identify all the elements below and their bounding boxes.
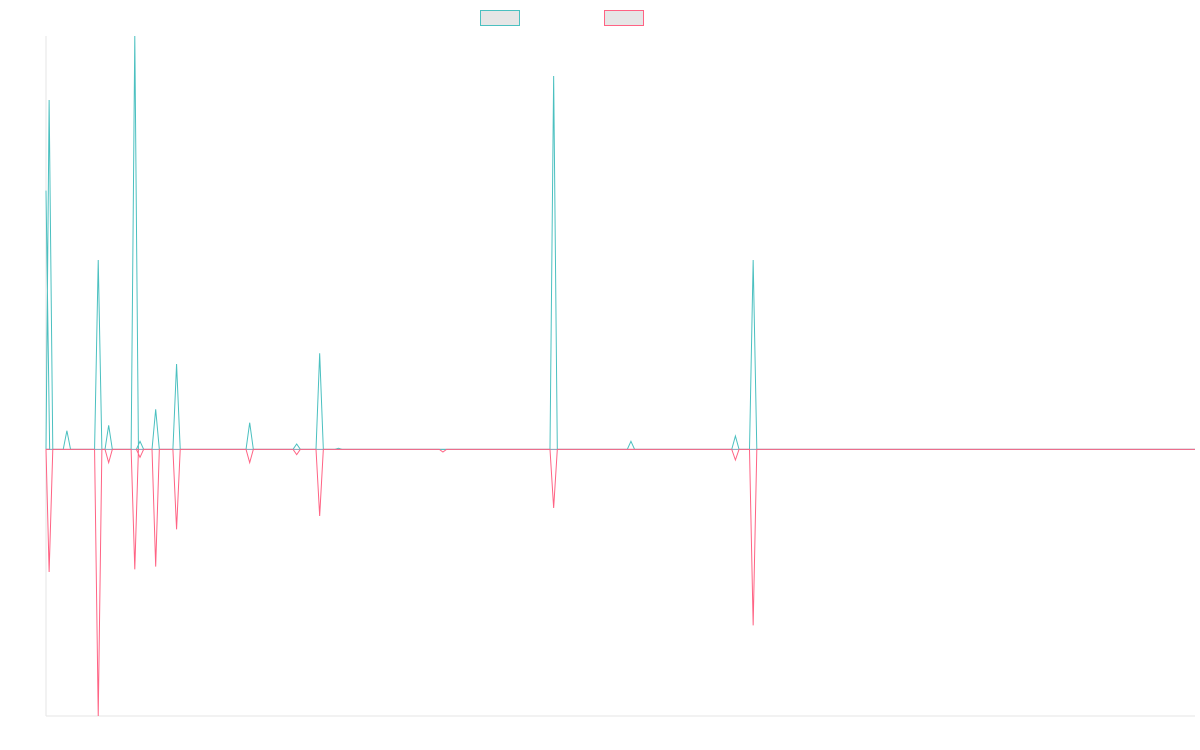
data-point-b-13[interactable] [734, 459, 737, 462]
data-point-b-12[interactable] [552, 507, 555, 510]
data-point-a-8[interactable] [175, 363, 178, 366]
data-point-b-3[interactable] [107, 461, 110, 464]
legend-swatch-series-a [480, 10, 520, 26]
data-point-a-1[interactable] [48, 99, 51, 102]
data-point-a-14[interactable] [629, 440, 632, 443]
data-point-a-0[interactable] [45, 189, 48, 192]
data-point-b-11[interactable] [441, 451, 444, 454]
data-point-a-10[interactable] [295, 443, 298, 446]
data-point-b-0[interactable] [45, 448, 48, 451]
legend-swatch-series-b [604, 10, 644, 26]
legend [0, 9, 1200, 27]
data-point-a-9[interactable] [248, 421, 251, 424]
legend-item-series-b[interactable] [604, 9, 650, 27]
data-point-a-7[interactable] [154, 408, 157, 411]
data-point-a-13[interactable] [552, 75, 555, 78]
data-point-b-10[interactable] [318, 515, 321, 518]
series-line-a [45, 35, 1195, 450]
data-point-a-6[interactable] [139, 440, 142, 443]
data-point-b-2[interactable] [97, 715, 100, 718]
data-point-b-9[interactable] [295, 453, 298, 456]
data-point-b-6[interactable] [154, 565, 157, 568]
series-line-b [45, 448, 1195, 717]
data-point-b-7[interactable] [175, 528, 178, 531]
data-point-b-5[interactable] [139, 456, 142, 459]
data-point-a-3[interactable] [97, 259, 100, 262]
data-point-b-1[interactable] [48, 571, 51, 574]
series-layer [45, 35, 1195, 718]
data-point-a-4[interactable] [107, 424, 110, 427]
data-point-b-14[interactable] [752, 624, 755, 627]
data-point-b-8[interactable] [248, 461, 251, 464]
legend-item-series-a[interactable] [480, 9, 526, 27]
data-point-a-11[interactable] [318, 352, 321, 355]
data-point-a-2[interactable] [65, 429, 68, 432]
data-point-b-4[interactable] [133, 568, 136, 571]
data-point-a-15[interactable] [734, 435, 737, 438]
data-point-a-16[interactable] [752, 259, 755, 262]
data-point-a-5[interactable] [133, 35, 136, 38]
